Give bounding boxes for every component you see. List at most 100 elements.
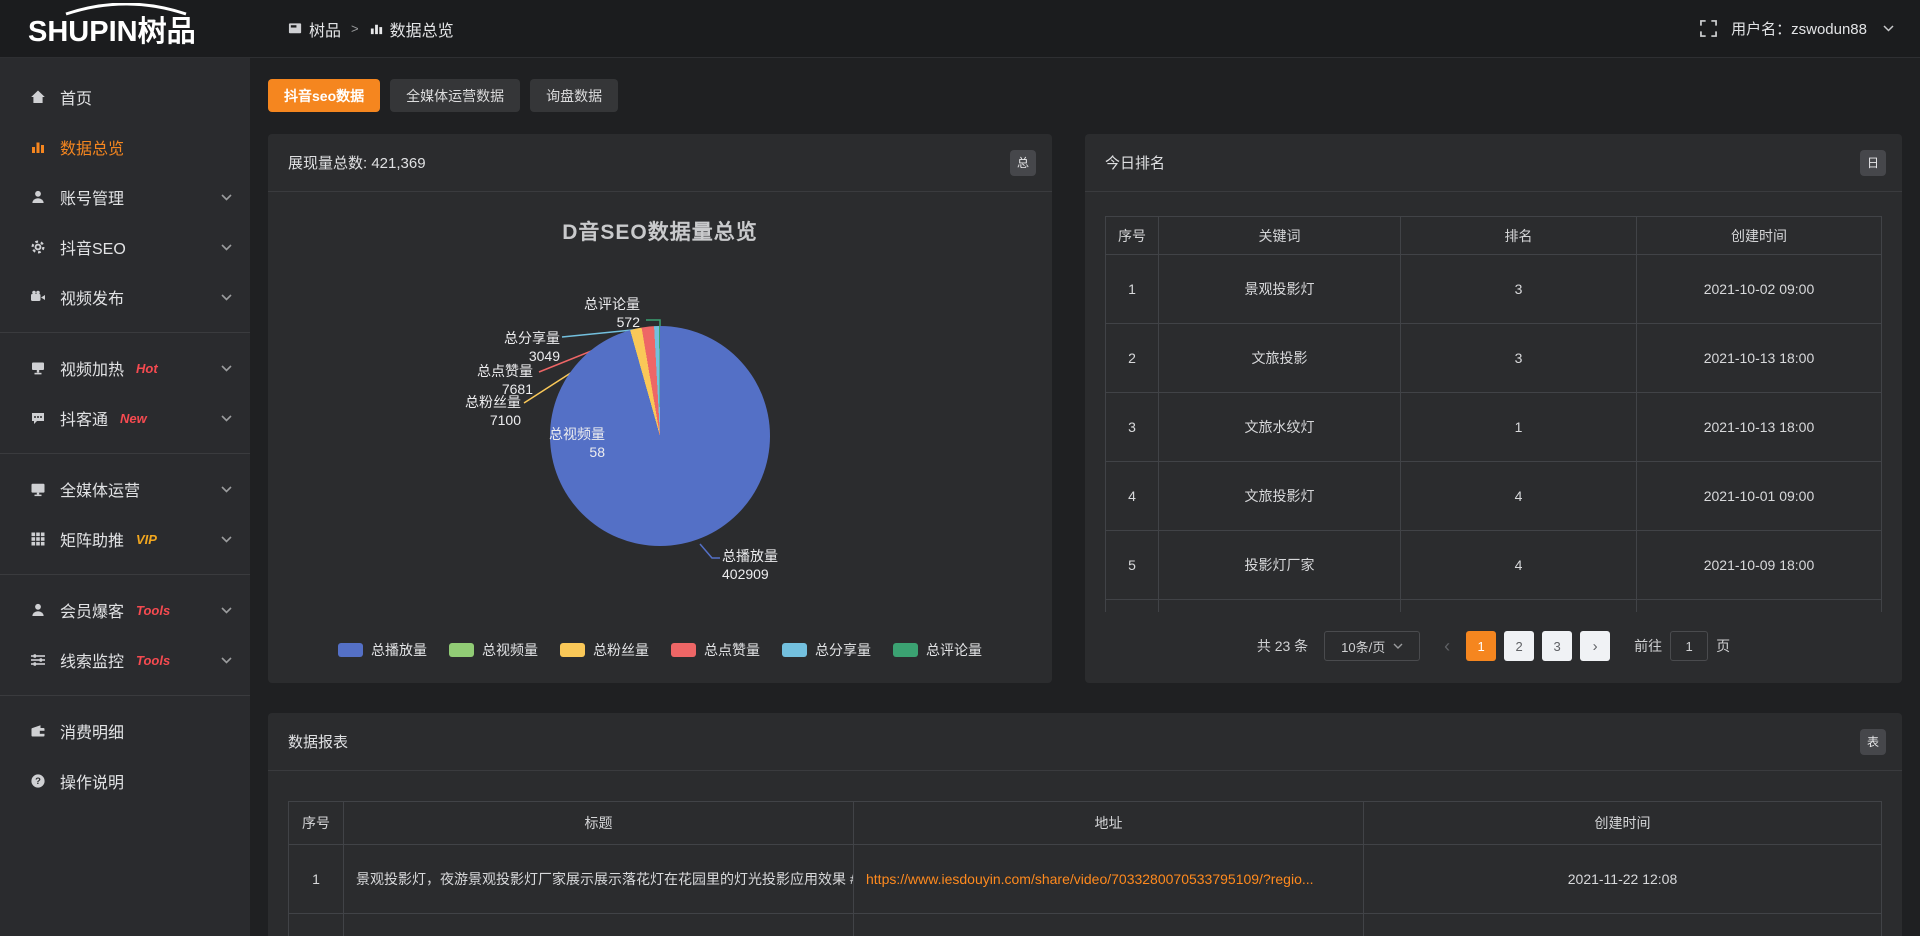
table-cell: 文旅投影灯 [1158, 461, 1401, 531]
page-size-value: 10条/页 [1341, 639, 1386, 655]
legend-item-4[interactable]: 总点赞量 [671, 640, 760, 660]
legend-item-3[interactable]: 总粉丝量 [560, 640, 649, 660]
total-view-button[interactable]: 总 [1010, 149, 1036, 176]
sidebar-item-label: 首页 [60, 91, 93, 108]
table-cell: 1 [1400, 392, 1637, 462]
sidebar-item-3[interactable]: 账号管理 [0, 172, 250, 222]
page-button-2[interactable]: 2 [1504, 631, 1535, 661]
goto-label: 前往 [1634, 638, 1663, 654]
chevron-down-icon [221, 535, 232, 543]
legend-item-5[interactable]: 总分享量 [782, 640, 871, 660]
prev-page-button[interactable]: ‹ [1436, 636, 1458, 657]
video-title: 景观投影灯，夜游景观投影灯厂家展示展示落花灯在花园里的灯光投影应用效果 # [356, 871, 853, 887]
table-cell: 3 [1400, 254, 1637, 324]
table-row[interactable]: 5 投影灯厂家 4 2021-10-09 18:00 [1105, 530, 1882, 600]
tab-bar: 抖音seo数据 全媒体运营数据 询盘数据 [268, 79, 1902, 112]
sidebar-item-6[interactable]: 视频加热 Hot [0, 343, 250, 393]
sidebar-item-2[interactable]: 数据总览 [0, 122, 250, 172]
goto-page-input[interactable] [1670, 631, 1709, 661]
sidebar-divider [0, 695, 250, 696]
page-size-select[interactable]: 10条/页 [1324, 631, 1421, 661]
sidebar-item-5[interactable]: 视频发布 [0, 272, 250, 322]
video-link[interactable]: https://www.iesdouyin.com/share/video/70… [866, 871, 1314, 887]
overview-card-title: 展现量总数: 421,369 [288, 155, 426, 172]
sidebar-item-4[interactable]: 抖音SEO [0, 222, 250, 272]
breadcrumb-separator: > [351, 21, 359, 36]
page-button-3[interactable]: 3 [1542, 631, 1573, 661]
legend-swatch [338, 643, 363, 657]
next-page-button[interactable]: › [1580, 631, 1611, 661]
chat-icon [30, 410, 46, 426]
sidebar-item-label: 线索监控 [60, 654, 125, 671]
table-cell [343, 913, 854, 936]
table-cell [1363, 913, 1882, 936]
table-row[interactable]: 3 文旅水纹灯 1 2021-10-13 18:00 [1105, 392, 1882, 462]
sidebar-item-10[interactable]: 会员爆客 Tools [0, 585, 250, 635]
column-header: 地址 [853, 801, 1364, 845]
legend-swatch [449, 643, 474, 657]
username-label[interactable]: 用户名：zswodun88 [1731, 21, 1867, 38]
question-icon: ? [30, 773, 46, 789]
column-header: 序号 [288, 801, 344, 845]
sidebar-item-13[interactable]: ? 操作说明 [0, 756, 250, 806]
pagination-total: 共 23 条 [1256, 638, 1309, 654]
sidebar-item-1[interactable]: 首页 [0, 72, 250, 122]
legend-item-1[interactable]: 总播放量 [338, 640, 427, 660]
pagination: 共 23 条 10条/页 ‹ 123 › 前往 页 [1085, 631, 1902, 661]
legend-item-6[interactable]: 总评论量 [893, 640, 982, 660]
pie-graphic[interactable] [550, 326, 770, 546]
chevron-down-icon [221, 193, 232, 201]
breadcrumb-item-current[interactable]: 数据总览 [369, 17, 454, 41]
table-cell: 文旅水纹灯 [1158, 392, 1401, 462]
table-row[interactable]: 2 文旅投影 3 2021-10-13 18:00 [1105, 323, 1882, 393]
sidebar-item-9[interactable]: 矩阵助推 VIP [0, 514, 250, 564]
table-cell: 2021-10-02 09:00 [1636, 254, 1882, 324]
chevron-down-icon [221, 606, 232, 614]
sidebar-item-12[interactable]: 消费明细 [0, 706, 250, 756]
table-row[interactable]: 4 文旅投影灯 4 2021-10-01 09:00 [1105, 461, 1882, 531]
breadcrumb-item-home[interactable]: 树品 [288, 17, 341, 41]
header-right: 用户名：zswodun88 [1700, 18, 1920, 39]
tab-1[interactable]: 抖音seo数据 [268, 79, 381, 112]
legend-label: 总分享量 [815, 642, 871, 658]
table-cell: https://www.iesdouyin.com/share/video/70… [853, 844, 1364, 914]
sidebar-item-label: 数据总览 [60, 141, 125, 158]
table-cell [1400, 599, 1637, 612]
day-view-button[interactable]: 日 [1860, 149, 1886, 176]
tab-3[interactable]: 询盘数据 [530, 79, 619, 112]
sliders-icon [30, 652, 46, 668]
table-row[interactable]: 1 景观投影灯 3 2021-10-02 09:00 [1105, 254, 1882, 324]
table-cell: 景观投影灯，夜游景观投影灯厂家展示展示落花灯在花园里的灯光投影应用效果 # [343, 844, 854, 914]
fullscreen-icon[interactable] [1700, 20, 1718, 37]
column-header: 标题 [343, 801, 854, 845]
table-view-button[interactable]: 表 [1860, 728, 1886, 755]
sidebar-item-11[interactable]: 线索监控 Tools [0, 635, 250, 685]
chevron-down-icon[interactable] [1883, 25, 1894, 32]
legend-item-2[interactable]: 总视频量 [449, 640, 538, 660]
monitor-icon [30, 481, 46, 497]
pie-label-2: 总视频量 58 [549, 426, 605, 460]
sidebar-item-7[interactable]: 抖客通 New [0, 393, 250, 443]
table-cell: 4 [1400, 461, 1637, 531]
sidebar-divider [0, 574, 250, 575]
chart-title: D音SEO数据量总览 [562, 221, 758, 244]
tab-2[interactable]: 全媒体运营数据 [390, 79, 521, 112]
table-cell: 景观投影灯 [1158, 254, 1401, 324]
user-icon [30, 189, 46, 205]
legend-label: 总粉丝量 [593, 642, 649, 658]
report-card-title: 数据报表 [288, 734, 349, 751]
sidebar-item-8[interactable]: 全媒体运营 [0, 464, 250, 514]
page-button-1[interactable]: 1 [1466, 631, 1497, 661]
pie-label-3: 总粉丝量 7100 [465, 394, 521, 428]
logo[interactable]: SHUPIN树品 [0, 2, 250, 54]
grid-icon [30, 531, 46, 547]
overview-card-header: 展现量总数: 421,369 总 [268, 134, 1052, 192]
pie-label-6: 总评论量 572 [584, 296, 640, 330]
logo-text: SHUPIN树品 [28, 15, 196, 48]
table-cell: 投影灯厂家 [1158, 530, 1401, 600]
sidebar: 首页数据总览账号管理 抖音SEO 视频发布视频加热 Hot 抖客通 New 全媒体运营 矩阵助… [0, 58, 250, 936]
overview-card: 展现量总数: 421,369 总 D音SEO数据量总览 总播放量 402909 总视… [268, 134, 1052, 683]
gear-icon [30, 239, 46, 255]
table-cell: 4 [1400, 530, 1637, 600]
